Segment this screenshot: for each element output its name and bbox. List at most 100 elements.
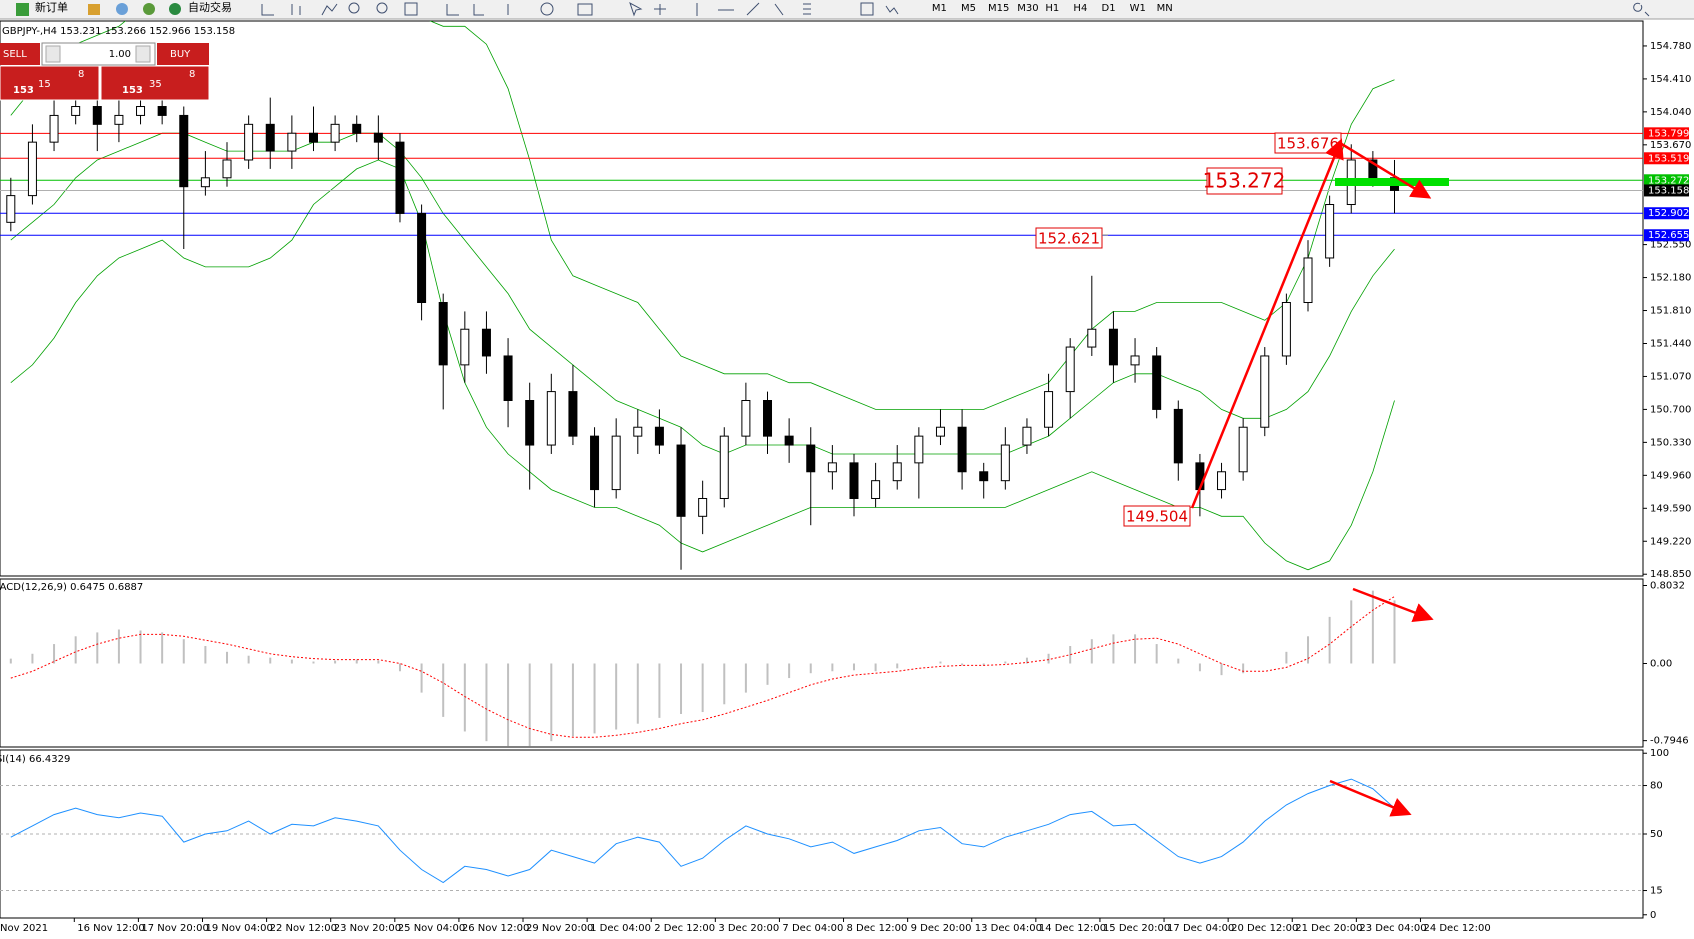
candle-body: [308, 132, 318, 143]
y-tick-label: 152.180: [1650, 273, 1691, 284]
y-tick-label: 0.00: [1650, 658, 1672, 669]
x-tick-label: 22 Nov 12:00: [270, 923, 337, 934]
y-tick-label: 151.070: [1650, 371, 1691, 382]
macd-bar: [334, 660, 337, 664]
buy-price[interactable]: [100, 65, 210, 101]
sell-label[interactable]: SELL: [3, 49, 27, 60]
x-tick-label: 16 Nov 12:00: [77, 923, 144, 934]
candle-body: [590, 435, 600, 491]
macd-bar: [312, 661, 315, 664]
macd-bar: [204, 646, 207, 664]
price-tag: [1644, 207, 1689, 220]
y-tick-label: 151.440: [1650, 338, 1691, 349]
candle-body: [935, 426, 945, 437]
macd-bar: [355, 659, 358, 664]
candle-body: [481, 328, 491, 357]
toolbar-icon[interactable]: [143, 3, 155, 15]
lots-up[interactable]: [135, 45, 151, 63]
macd-bar: [247, 655, 250, 664]
x-tick-label: 17 Nov 20:00: [141, 923, 208, 934]
macd-bar: [1371, 590, 1374, 664]
macd-bar: [982, 663, 985, 666]
toolbar-tools[interactable]: [261, 1, 1650, 17]
y-tick-label: 80: [1650, 781, 1663, 792]
timeframe-button[interactable]: H4: [1073, 3, 1087, 14]
x-tick-label: 1 Dec 04:00: [590, 923, 651, 934]
sell-price[interactable]: [0, 65, 100, 101]
candle-body: [460, 328, 470, 366]
macd-bar: [1198, 663, 1201, 672]
buy-button[interactable]: [157, 43, 209, 65]
macd-bar: [1155, 644, 1158, 664]
price-tag-label: 153.799: [1648, 128, 1689, 139]
macd-bar: [1069, 646, 1072, 664]
buy-price-pips: 35: [149, 79, 162, 90]
macd-bar: [117, 629, 120, 664]
candle-body: [265, 123, 275, 152]
buy-label[interactable]: BUY: [170, 49, 191, 60]
trend-arrow: [1339, 141, 1432, 199]
price-panel: [0, 20, 1644, 577]
timeframe-button[interactable]: W1: [1130, 3, 1146, 14]
macd-bar: [269, 657, 272, 664]
macd-bar: [53, 644, 56, 664]
candle-body: [827, 462, 837, 473]
timeframe-button[interactable]: D1: [1102, 3, 1116, 14]
x-tick-label: 26 Nov 12:00: [462, 923, 529, 934]
sell-button[interactable]: [0, 43, 40, 65]
lots-value[interactable]: 1.00: [109, 49, 131, 60]
lots-input[interactable]: [41, 42, 156, 66]
candle-body: [395, 141, 405, 214]
x-tick-label: 13 Dec 04:00: [975, 923, 1042, 934]
candle-body: [1325, 204, 1335, 259]
lots-down[interactable]: [45, 45, 61, 63]
toolbar-icon[interactable]: [88, 4, 100, 15]
annotation-box: [1035, 227, 1103, 249]
macd-bar: [896, 663, 899, 669]
bollinger-lower: [10, 159, 1395, 571]
timeframe-button[interactable]: M30: [1017, 3, 1038, 14]
x-tick-label: 3 Dec 20:00: [718, 923, 779, 934]
macd-panel: [0, 578, 1644, 748]
candle-body: [92, 106, 102, 125]
y-tick-label: 154.410: [1650, 74, 1691, 85]
toolbar-icon[interactable]: [116, 3, 128, 15]
price-tag-label: 153.272: [1648, 175, 1689, 186]
y-tick-label: 153.670: [1650, 140, 1691, 151]
x-tick-label: 20 Dec 12:00: [1231, 923, 1298, 934]
auto-trading-button[interactable]: 自动交易: [188, 0, 232, 14]
macd-bar: [528, 663, 531, 747]
timeframe-button[interactable]: M5: [961, 3, 976, 14]
sell-price-pips: 15: [38, 79, 51, 90]
candle-body: [1108, 328, 1118, 366]
y-tick-label: 154.040: [1650, 107, 1691, 118]
auto-trading-icon[interactable]: [169, 3, 181, 15]
candle-body: [1022, 426, 1032, 446]
macd-bar: [809, 663, 812, 674]
candle-body: [1238, 426, 1248, 473]
timeframe-button[interactable]: MN: [1157, 3, 1173, 14]
timeframe-button[interactable]: M1: [932, 3, 947, 14]
y-tick-label: 152.550: [1650, 240, 1691, 251]
candle-body: [1000, 444, 1010, 482]
timeframe-button[interactable]: M15: [988, 3, 1009, 14]
price-tag: [1644, 229, 1689, 242]
macd-bar: [1307, 636, 1310, 664]
candle-body: [1260, 355, 1270, 428]
y-tick-label: 150.330: [1650, 437, 1691, 448]
candle-body: [611, 435, 621, 491]
candle-body: [114, 114, 124, 125]
annotations: 153.676 153.272 152.621 149.504: [1035, 132, 1449, 817]
macd-bar: [636, 663, 639, 724]
one-click-panel: SELL 1.00 BUY 153 15 8 153 35 8: [0, 42, 210, 101]
macd-bar: [1047, 653, 1050, 664]
macd-bar: [1177, 658, 1180, 664]
price-tag: [1644, 174, 1689, 187]
annotation: 153.676: [1277, 135, 1339, 153]
new-order-button[interactable]: 新订单: [35, 0, 68, 14]
new-order-icon[interactable]: [16, 3, 29, 16]
timeframe-button[interactable]: H1: [1045, 3, 1059, 14]
candle-body: [1130, 355, 1140, 366]
candle-body: [892, 462, 902, 482]
